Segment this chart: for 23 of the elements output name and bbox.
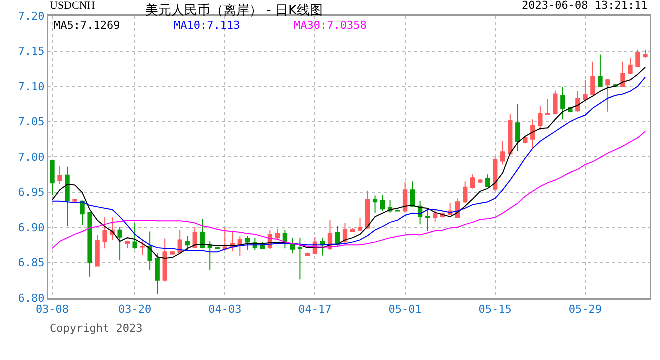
text: MA10:7.113	[174, 19, 240, 32]
y-tick-label: 6.95	[18, 186, 45, 200]
y-tick-label: 7.10	[18, 80, 45, 94]
y-tick-label: 6.85	[18, 256, 45, 270]
x-tick-label: 03-08	[36, 303, 70, 316]
text: 2023-06-08 13:21:11	[522, 0, 648, 12]
y-tick-label: 7.15	[18, 45, 45, 58]
x-tick-label: 05-01	[388, 303, 422, 316]
y-tick-label: 7.05	[18, 116, 45, 129]
y-tick-label: 7.00	[18, 150, 45, 164]
x-tick-label: 04-17	[298, 303, 332, 316]
text: Copyright 2023	[50, 322, 143, 335]
chart-title: 美元人民币（离岸） - 日K线图	[146, 2, 324, 18]
chart-subtitle: USDCNH	[50, 0, 96, 12]
x-tick-label: 04-03	[208, 303, 242, 316]
text: MA30:7.0358	[294, 19, 367, 32]
x-tick-label: 05-29	[568, 303, 602, 316]
y-tick-label: 6.80	[18, 292, 45, 305]
text: MA5:7.1269	[54, 19, 120, 32]
x-tick-label: 03-20	[118, 303, 152, 316]
y-tick-label: 6.90	[18, 221, 45, 234]
y-tick-label: 7.20	[18, 10, 45, 23]
x-tick-label: 05-15	[478, 303, 512, 316]
